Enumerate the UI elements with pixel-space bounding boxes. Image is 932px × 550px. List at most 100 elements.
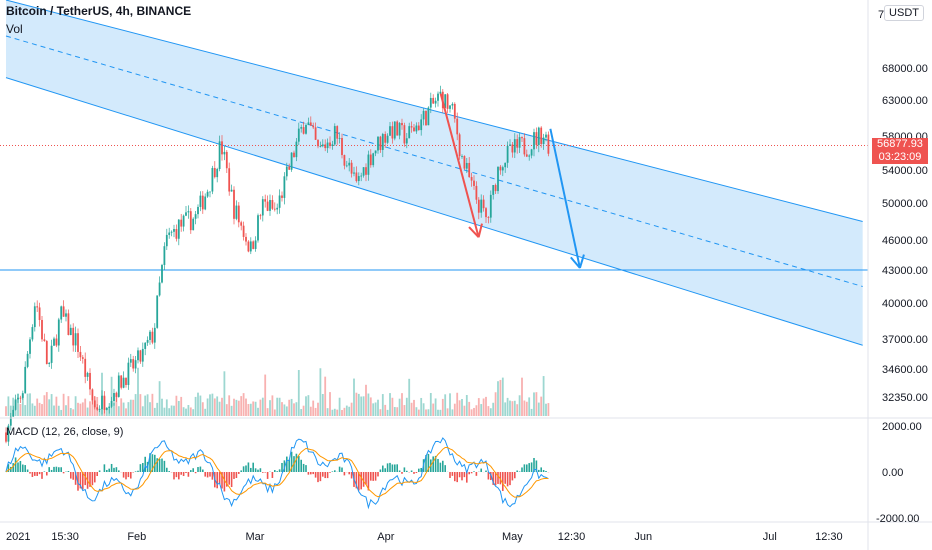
price-axis[interactable]: 68000.0063000.0058000.0054000.0050000.00…	[882, 63, 928, 404]
candle-body	[422, 110, 425, 120]
candle-body	[38, 307, 41, 320]
candle-body	[197, 206, 199, 215]
parallel-channel[interactable]	[5, 0, 863, 346]
volume-bar	[348, 406, 351, 416]
macd-pane	[5, 437, 550, 510]
volume-bar	[437, 409, 439, 416]
volume-bar	[115, 392, 118, 416]
volume-bar	[240, 396, 243, 416]
volume-bar	[523, 400, 526, 416]
candle-body	[345, 165, 348, 167]
arrow-head	[578, 254, 585, 269]
macd-axis[interactable]: 2000.00 0.00 -2000.00	[876, 421, 922, 525]
macd-histogram-bar	[420, 467, 422, 472]
volume-bar	[504, 402, 507, 416]
candle-body	[326, 142, 329, 149]
macd-histogram-bar	[295, 453, 298, 472]
candle-body	[12, 409, 15, 417]
candle-body	[96, 407, 99, 410]
candle-body	[19, 397, 22, 399]
volume-bar	[521, 377, 523, 416]
candle-body	[343, 155, 346, 166]
channel-lower-line[interactable]	[5, 77, 863, 346]
volume-bar	[362, 396, 365, 416]
macd-histogram-bar	[466, 472, 468, 483]
channel-middle-line[interactable]	[5, 35, 863, 287]
macd-histogram-bar	[475, 472, 478, 476]
macd-histogram-bar	[331, 471, 334, 472]
macd-histogram-bar	[230, 472, 233, 488]
candle-body	[408, 126, 411, 139]
volume-bar	[413, 399, 415, 416]
volume-bar	[285, 406, 288, 416]
candle-body	[105, 407, 108, 410]
time-axis[interactable]: 2021 15:30 Feb Mar Apr May 12:30 Jun Jul 12:30	[6, 531, 843, 543]
macd-histogram-bar	[506, 472, 509, 487]
candle-body	[180, 219, 183, 227]
volume-bar	[264, 374, 267, 416]
volume-bar	[204, 408, 207, 416]
last-price-label: 56877.93	[872, 138, 928, 151]
volume-bar	[331, 409, 334, 416]
candle-body	[17, 397, 19, 400]
macd-histogram-bar	[470, 472, 473, 474]
candle-body	[91, 389, 94, 401]
volume-bar	[417, 409, 420, 416]
candle-body	[300, 127, 303, 129]
macd-histogram-bar	[528, 463, 530, 472]
arrow-shaft[interactable]	[549, 128, 581, 269]
channel-upper-line[interactable]	[5, 0, 863, 222]
volume-legend[interactable]: Vol	[6, 22, 23, 36]
macd-tick-label: -2000.00	[876, 513, 919, 525]
macd-histogram-bar	[442, 460, 444, 472]
macd-histogram-bar	[439, 462, 442, 472]
time-tick-label: 12:30	[815, 531, 843, 543]
volume-bar	[211, 393, 214, 416]
macd-histogram-bar	[19, 460, 22, 472]
time-tick-label: May	[502, 531, 523, 543]
volume-bar	[216, 396, 219, 416]
drawing-arrows[interactable]	[439, 93, 585, 269]
volume-bar	[81, 402, 84, 416]
candle-body	[307, 122, 310, 126]
volume-bar	[84, 398, 87, 416]
volume-bar	[463, 405, 466, 416]
volume-bar	[257, 407, 259, 416]
volume-bar	[206, 398, 209, 416]
macd-histogram-bar	[113, 467, 115, 472]
macd-histogram-bar	[182, 472, 185, 477]
candle-body	[216, 168, 219, 178]
currency-button[interactable]: USDT	[884, 5, 924, 21]
candle-body	[350, 162, 353, 174]
macd-legend[interactable]: MACD (12, 26, close, 9)	[6, 426, 124, 438]
volume-bar	[122, 402, 125, 416]
volume-bar	[53, 405, 55, 416]
macd-histogram-bar	[10, 466, 12, 472]
volume-bar	[223, 371, 226, 416]
macd-line	[5, 437, 549, 510]
candle-body	[29, 339, 31, 354]
volume-bar	[117, 406, 120, 416]
volume-bar	[422, 403, 425, 416]
candle-body	[194, 214, 197, 219]
macd-histogram-bar	[12, 463, 14, 472]
macd-histogram-bar	[89, 472, 91, 487]
arrow-shaft[interactable]	[439, 93, 480, 238]
candle-body	[321, 144, 324, 147]
volume-bar	[540, 396, 543, 416]
candle-body	[233, 189, 235, 219]
candle-body	[67, 313, 70, 336]
candle-body	[199, 195, 202, 207]
volume-bar	[324, 376, 327, 416]
volume-bar	[153, 407, 156, 416]
candle-body	[141, 348, 144, 362]
macd-histogram-bar	[98, 470, 101, 472]
macd-histogram-bar	[14, 457, 17, 472]
volume-bar	[398, 398, 401, 416]
macd-histogram-bar	[533, 457, 535, 472]
candle-body	[50, 345, 53, 363]
candle-body	[348, 162, 351, 166]
symbol-title[interactable]: Bitcoin / TetherUS, 4h, BINANCE	[6, 4, 192, 18]
volume-bar	[48, 399, 51, 416]
